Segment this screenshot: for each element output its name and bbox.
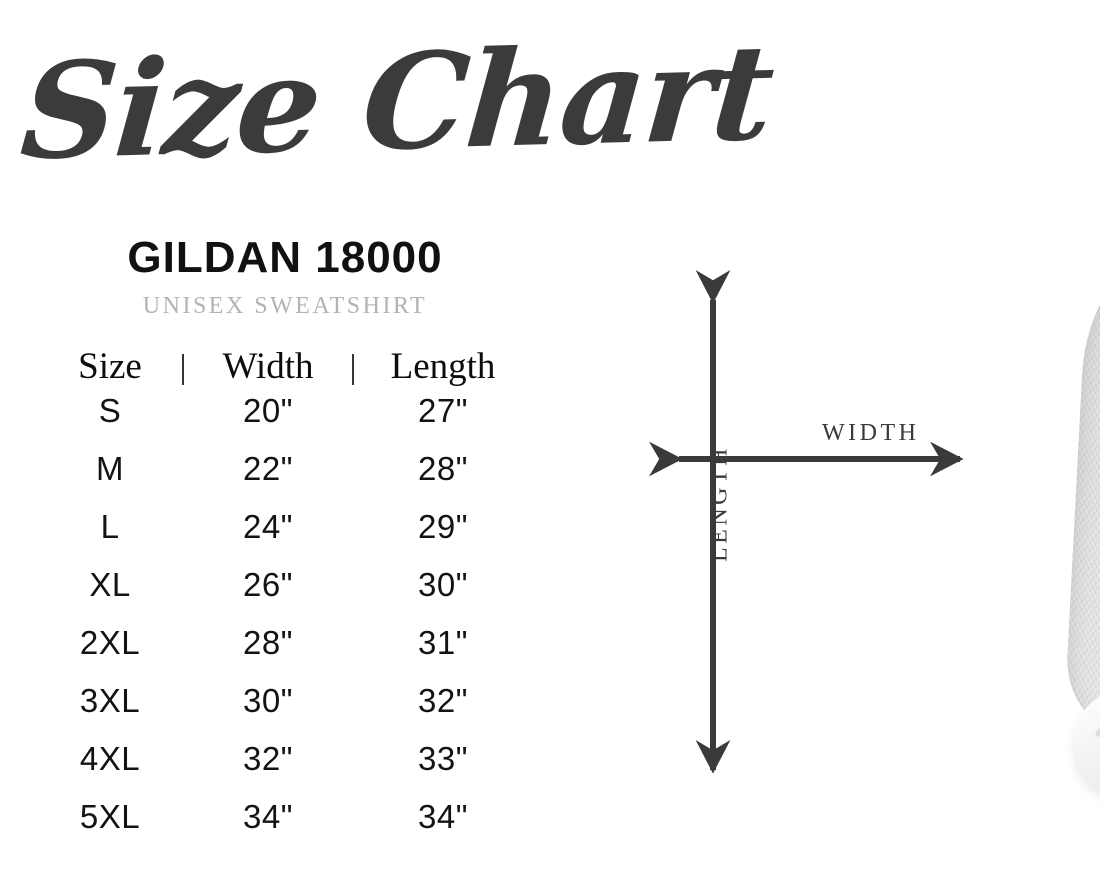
table-row: 2XL 28" 31" bbox=[0, 624, 570, 682]
cell-width: 26" bbox=[243, 566, 293, 603]
cell-length: 34" bbox=[418, 798, 468, 835]
brand-model-heading: GILDAN 18000 bbox=[127, 233, 443, 282]
length-measurement-label: LENGTH bbox=[706, 445, 733, 562]
cuff-fold bbox=[1092, 703, 1100, 744]
cell-length: 29" bbox=[418, 508, 468, 545]
cell-width: 30" bbox=[243, 682, 293, 719]
cell-size: 3XL bbox=[79, 682, 141, 719]
size-table-header-row: Size | Width | Length bbox=[0, 345, 570, 388]
size-chart-info-panel: Size Chart GILDAN 18000 UNISEX SWEATSHIR… bbox=[0, 15, 777, 856]
product-type-subheading: UNISEX SWEATSHIRT bbox=[142, 293, 428, 319]
cell-width: 22" bbox=[243, 450, 293, 487]
column-header-width: Width bbox=[222, 346, 314, 387]
cell-size: M bbox=[96, 450, 124, 487]
cell-width: 28" bbox=[243, 624, 293, 661]
table-row: S 20" 27" bbox=[0, 392, 570, 450]
table-row: L 24" 29" bbox=[0, 508, 570, 566]
sweatshirt-product-photo: GILDAN bbox=[520, 0, 1100, 880]
cell-width: 24" bbox=[243, 508, 293, 545]
cell-size: L bbox=[100, 508, 120, 545]
cell-length: 27" bbox=[418, 392, 468, 429]
column-separator: | bbox=[349, 349, 357, 386]
sleeve-left bbox=[1063, 254, 1100, 732]
cell-length: 31" bbox=[418, 624, 468, 661]
cell-size: S bbox=[98, 392, 122, 429]
fabric-texture bbox=[1063, 254, 1100, 732]
table-row: 4XL 32" 33" bbox=[0, 740, 570, 798]
cell-size: 4XL bbox=[79, 740, 141, 777]
cell-size: XL bbox=[89, 566, 131, 603]
cell-width: 34" bbox=[243, 798, 293, 835]
column-separator: | bbox=[179, 349, 187, 386]
size-table-body: S 20" 27" M 22" 28" L 24" 29" XL 26" 30" 2XL 28" 31" 3X… bbox=[0, 392, 570, 856]
cell-length: 30" bbox=[418, 566, 468, 603]
column-header-size: Size bbox=[78, 346, 142, 387]
cell-size: 2XL bbox=[79, 624, 141, 661]
cell-length: 33" bbox=[418, 740, 468, 777]
width-measurement-label: WIDTH bbox=[822, 420, 920, 446]
table-row: XL 26" 30" bbox=[0, 566, 570, 624]
cell-size: 5XL bbox=[79, 798, 141, 835]
column-header-length: Length bbox=[390, 346, 496, 387]
table-row: 5XL 34" 34" bbox=[0, 798, 570, 856]
cell-width: 20" bbox=[243, 392, 293, 429]
table-row: M 22" 28" bbox=[0, 450, 570, 508]
cell-length: 32" bbox=[418, 682, 468, 719]
table-row: 3XL 30" 32" bbox=[0, 682, 570, 740]
cell-length: 28" bbox=[418, 450, 468, 487]
cell-width: 32" bbox=[243, 740, 293, 777]
